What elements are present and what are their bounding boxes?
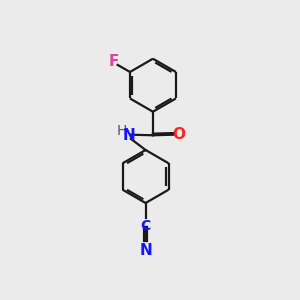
Text: O: O xyxy=(173,127,186,142)
Text: N: N xyxy=(123,128,136,143)
Text: C: C xyxy=(140,220,151,233)
Text: N: N xyxy=(139,243,152,258)
Text: F: F xyxy=(109,55,119,70)
Text: H: H xyxy=(117,124,127,138)
